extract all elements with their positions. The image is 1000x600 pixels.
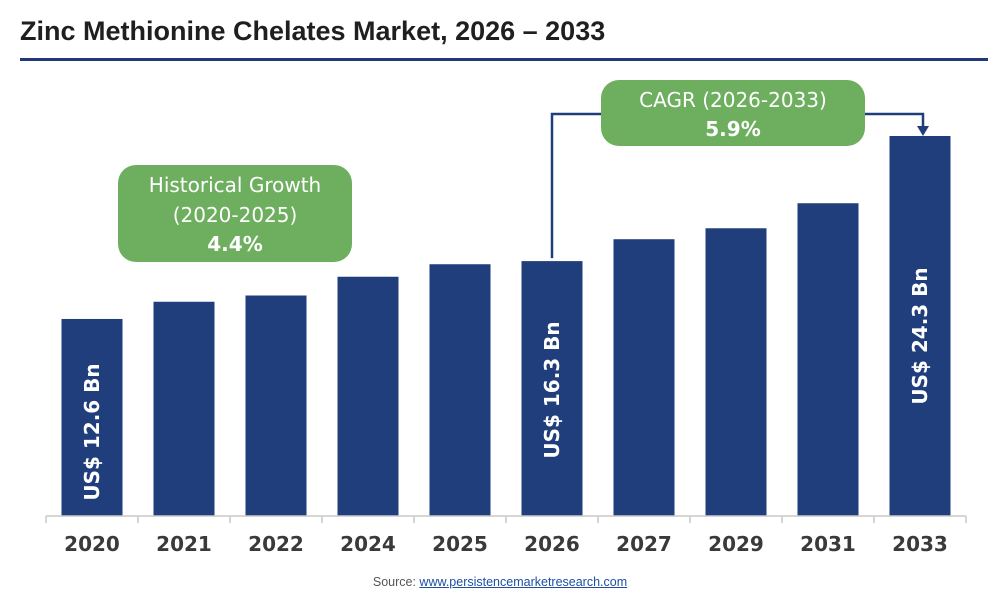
bar-labels-group: US$ 12.6 Bn US$ 16.3 Bn US$ 24.3 Bn: [80, 267, 932, 500]
bars-group: [61, 136, 951, 517]
page-title: Zinc Methionine Chelates Market, 2026 – …: [20, 16, 606, 46]
bar-value-label: US$ 12.6 Bn: [80, 363, 104, 500]
x-axis-ticks: [45, 516, 967, 523]
bar: [705, 228, 767, 517]
bar-value-label: US$ 16.3 Bn: [540, 321, 564, 458]
bar: [429, 264, 491, 516]
bar: [245, 295, 307, 516]
bar-value-label: US$ 24.3 Bn: [908, 267, 932, 404]
bar: [797, 203, 859, 516]
x-tick-label: 2027: [616, 532, 672, 556]
x-tick-label: 2020: [64, 532, 120, 556]
cagr-callout: CAGR (2026-2033) 5.9%: [601, 80, 865, 146]
x-tick-label: 2024: [340, 532, 396, 556]
bar: [61, 318, 123, 516]
x-tick-label: 2031: [800, 532, 856, 556]
x-tick-label: 2022: [248, 532, 304, 556]
cagr-label: CAGR (2026-2033): [639, 88, 827, 112]
cagr-connector-arrow: [917, 126, 929, 136]
bar: [521, 261, 583, 516]
x-tick-label: 2026: [524, 532, 580, 556]
x-axis-tick-labels: 2020 2021 2022 2024 2025 2026 2027 2029 2031 2033: [64, 532, 948, 556]
historical-growth-label: Historical Growth: [148, 173, 322, 197]
bar: [153, 301, 215, 516]
historical-growth-value: 4.4%: [207, 232, 263, 256]
cagr-value: 5.9%: [705, 117, 761, 141]
x-tick-label: 2033: [892, 532, 948, 556]
source-link[interactable]: www.persistencemarketresearch.com: [419, 575, 628, 589]
bar: [337, 276, 399, 516]
historical-growth-period: (2020-2025): [172, 203, 298, 227]
title-rule: [20, 58, 988, 61]
x-tick-label: 2025: [432, 532, 488, 556]
historical-growth-callout: Historical Growth (2020-2025) 4.4%: [118, 165, 352, 262]
bar: [889, 136, 951, 516]
x-tick-label: 2029: [708, 532, 764, 556]
bar: [613, 239, 675, 516]
source-label: Source:: [372, 575, 420, 589]
source-line: Source: www.persistencemarketresearch.co…: [0, 575, 1000, 589]
x-tick-label: 2021: [156, 532, 212, 556]
